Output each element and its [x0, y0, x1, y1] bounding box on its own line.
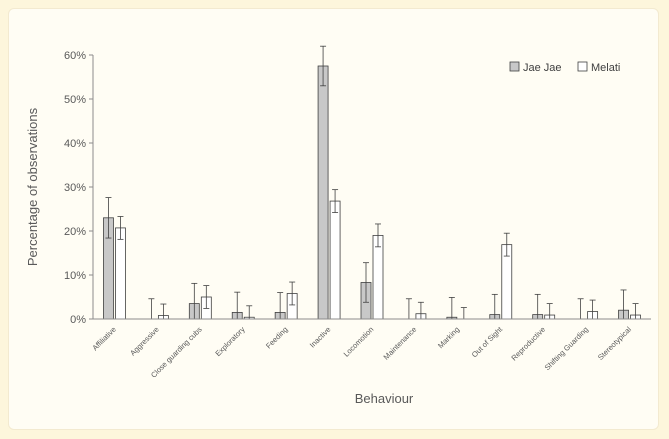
bar-melati [329, 200, 341, 320]
y-tick-label: 50% [64, 94, 86, 106]
error-bar [105, 197, 112, 239]
error-bar [160, 303, 167, 319]
legend-swatch-jae-jae [509, 61, 520, 72]
legend-label-melati: Melati [591, 62, 620, 74]
y-tick-label: 40% [64, 138, 86, 150]
x-category-label: Stereotypical [596, 325, 633, 362]
bar-melati [115, 227, 126, 320]
legend-swatch-melati [577, 61, 588, 72]
error-bar [332, 189, 339, 213]
x-category-label: Feeding [264, 325, 290, 351]
error-bar [375, 223, 381, 248]
bar-melati [372, 234, 384, 320]
y-tick-label: 0% [70, 314, 86, 326]
error-bar [203, 285, 210, 309]
error-bar [148, 298, 155, 319]
error-bar [620, 289, 627, 319]
x-category-label: Out of Sight [470, 324, 505, 359]
error-bar [491, 293, 498, 319]
error-bar [191, 282, 198, 319]
bar-chart: 0% 10% 20% 30% 40% 50% 60% Affiliative Aggressi… [25, 45, 651, 406]
x-category-label: Maintenance [382, 325, 419, 362]
legend-label-jae-jae: Jae Jae [523, 62, 562, 74]
y-tick-label: 20% [64, 226, 86, 238]
x-category-label: Exploratory [213, 325, 246, 358]
bar-jae-jae [317, 65, 329, 320]
error-bar [417, 301, 424, 319]
y-tick-label: 30% [64, 182, 86, 194]
x-category-label: Marking [436, 325, 461, 350]
y-tick-label: 10% [64, 270, 86, 282]
error-bar [234, 291, 241, 319]
x-category-label: Inactive [308, 325, 333, 350]
x-category-label: Reproductive [509, 325, 547, 363]
y-tick-label: 60% [64, 50, 86, 62]
x-category-label: Affiliative [90, 325, 117, 352]
error-bar [589, 299, 596, 319]
error-bar [117, 216, 124, 240]
error-bar [546, 303, 553, 319]
error-bar [320, 45, 327, 87]
legend: Jae Jae Melati [509, 61, 620, 74]
x-axis-title: Behaviour [355, 391, 414, 406]
error-bar [503, 232, 510, 257]
x-category-label: Aggressive [128, 325, 161, 358]
error-bar [632, 303, 639, 319]
error-bar [363, 262, 369, 303]
error-bar [289, 281, 296, 306]
error-bar [460, 307, 467, 319]
error-bar [534, 293, 541, 319]
error-bar [405, 298, 412, 319]
error-bar [246, 305, 253, 319]
error-bar [277, 292, 284, 319]
y-axis-title: Percentage of observations [25, 107, 40, 266]
chart-frame: 0% 10% 20% 30% 40% 50% 60% Affiliative Aggressi… [8, 8, 659, 430]
x-category-label: Locomotion [342, 325, 376, 359]
x-category-label: Shifting Guarding [543, 325, 590, 372]
error-bar [577, 298, 584, 319]
error-bar [448, 297, 455, 319]
